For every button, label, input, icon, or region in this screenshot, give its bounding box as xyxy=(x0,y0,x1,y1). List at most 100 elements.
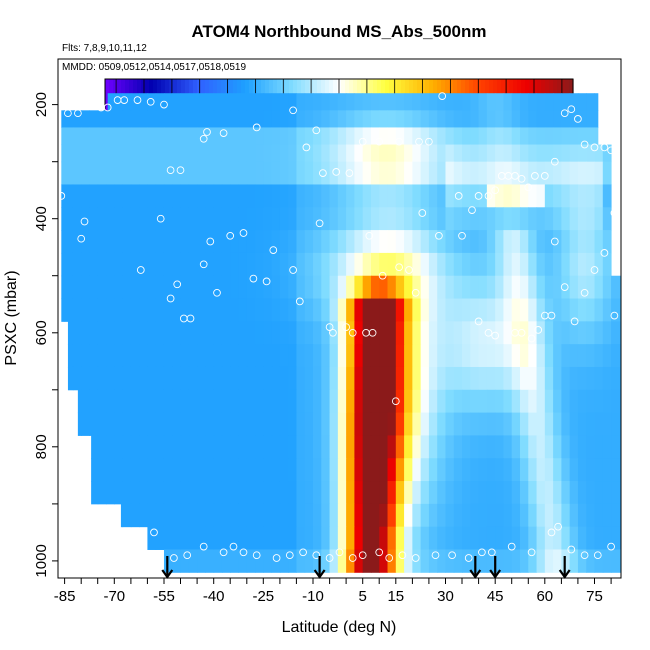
heatmap-cell xyxy=(263,412,273,436)
heatmap-cell xyxy=(180,110,190,128)
heatmap-cell xyxy=(395,207,405,231)
heatmap-cell xyxy=(81,207,90,231)
heatmap-cell xyxy=(453,230,463,254)
heatmap-cell xyxy=(197,161,206,185)
heatmap-cell xyxy=(122,321,132,345)
heatmap-cell xyxy=(205,389,215,414)
heatmap-cell xyxy=(163,144,173,163)
heatmap-cell xyxy=(486,144,496,163)
heatmap-cell xyxy=(238,110,248,128)
heatmap-cell xyxy=(163,298,173,322)
heatmap-cell xyxy=(130,275,140,300)
heatmap-cell xyxy=(230,127,239,146)
heatmap-cell xyxy=(197,503,206,528)
heatmap-cell xyxy=(553,252,562,277)
heatmap-cell xyxy=(155,184,165,208)
heatmap-cell xyxy=(462,144,471,163)
heatmap-cell xyxy=(172,252,182,277)
heatmap-cell xyxy=(544,161,554,185)
x-tick-label: 30 xyxy=(437,588,454,605)
heatmap-cell xyxy=(337,366,347,391)
heatmap-cell xyxy=(106,207,115,231)
heatmap-cell xyxy=(478,93,488,111)
heatmap-cell xyxy=(230,412,239,436)
heatmap-cell xyxy=(238,549,248,573)
heatmap-cell xyxy=(445,549,455,573)
sample-point xyxy=(491,331,500,340)
heatmap-cell xyxy=(180,321,190,345)
heatmap-cell xyxy=(230,435,239,459)
heatmap-cell xyxy=(553,161,562,185)
heatmap-cell xyxy=(130,161,140,185)
heatmap-cell xyxy=(495,389,504,414)
heatmap-cell xyxy=(528,144,538,163)
heatmap-cell xyxy=(536,298,546,322)
heatmap-cell xyxy=(72,207,82,231)
heatmap-cell xyxy=(486,110,496,128)
heatmap-cell xyxy=(155,366,165,391)
heatmap-cell xyxy=(139,127,148,146)
sample-point xyxy=(219,129,228,137)
heatmap-cell xyxy=(279,110,289,128)
heatmap-cell xyxy=(437,93,446,111)
heatmap-cell xyxy=(155,389,165,414)
heatmap-cell xyxy=(412,207,422,231)
heatmap-cell xyxy=(561,412,571,436)
heatmap-cell xyxy=(213,110,223,128)
heatmap-cell xyxy=(188,161,198,185)
heatmap-cell xyxy=(420,344,430,368)
heatmap-cell xyxy=(188,93,198,111)
heatmap-cell xyxy=(486,435,496,459)
heatmap-cell xyxy=(611,275,622,300)
heatmap-cell xyxy=(387,412,397,436)
sample-point xyxy=(160,100,168,109)
heatmap-cell xyxy=(172,144,182,163)
heatmap-cell xyxy=(230,526,239,550)
sample-point xyxy=(425,137,433,146)
sample-point xyxy=(527,548,536,557)
heatmap-cell xyxy=(304,110,314,128)
heatmap-cell xyxy=(420,458,430,482)
heatmap-cell xyxy=(395,144,405,163)
heatmap-cell xyxy=(561,184,571,208)
heatmap-cell xyxy=(503,412,513,436)
heatmap-cell xyxy=(263,481,273,505)
heatmap-cell xyxy=(313,275,322,300)
heatmap-cell xyxy=(230,481,239,505)
heatmap-cell xyxy=(72,144,82,163)
heatmap-cell xyxy=(246,110,256,128)
heatmap-cell xyxy=(139,481,148,505)
heatmap-cell xyxy=(89,252,99,277)
heatmap-cell xyxy=(321,93,331,111)
heatmap-cell xyxy=(486,252,496,277)
sample-point xyxy=(610,311,619,320)
heatmap-cell xyxy=(478,127,488,146)
heatmap-cell xyxy=(61,110,66,128)
heatmap-cell xyxy=(230,458,239,482)
heatmap-cell xyxy=(445,458,455,482)
heatmap-cell xyxy=(519,526,529,550)
heatmap-cell xyxy=(288,366,297,391)
heatmap-cell xyxy=(428,93,438,111)
heatmap-cell xyxy=(437,184,446,208)
heatmap-cell xyxy=(213,298,223,322)
heatmap-cell xyxy=(544,435,554,459)
heatmap-cell xyxy=(445,275,455,300)
heatmap-cell xyxy=(362,144,372,163)
heatmap-cell xyxy=(453,275,463,300)
heatmap-cell xyxy=(428,549,438,573)
heatmap-cell xyxy=(586,127,596,146)
sample-point xyxy=(590,143,599,152)
heatmap-cell xyxy=(147,344,157,368)
heatmap-cell xyxy=(586,389,596,414)
heatmap-cell xyxy=(404,207,413,231)
heatmap-cell xyxy=(577,389,587,414)
heatmap-cell xyxy=(395,321,405,345)
heatmap-cell xyxy=(130,458,140,482)
heatmap-cell xyxy=(519,549,529,573)
heatmap-cell xyxy=(238,321,248,345)
heatmap-cell xyxy=(213,321,223,345)
heatmap-cell xyxy=(197,298,206,322)
heatmap-cell xyxy=(354,110,364,128)
heatmap-cell xyxy=(478,110,488,128)
